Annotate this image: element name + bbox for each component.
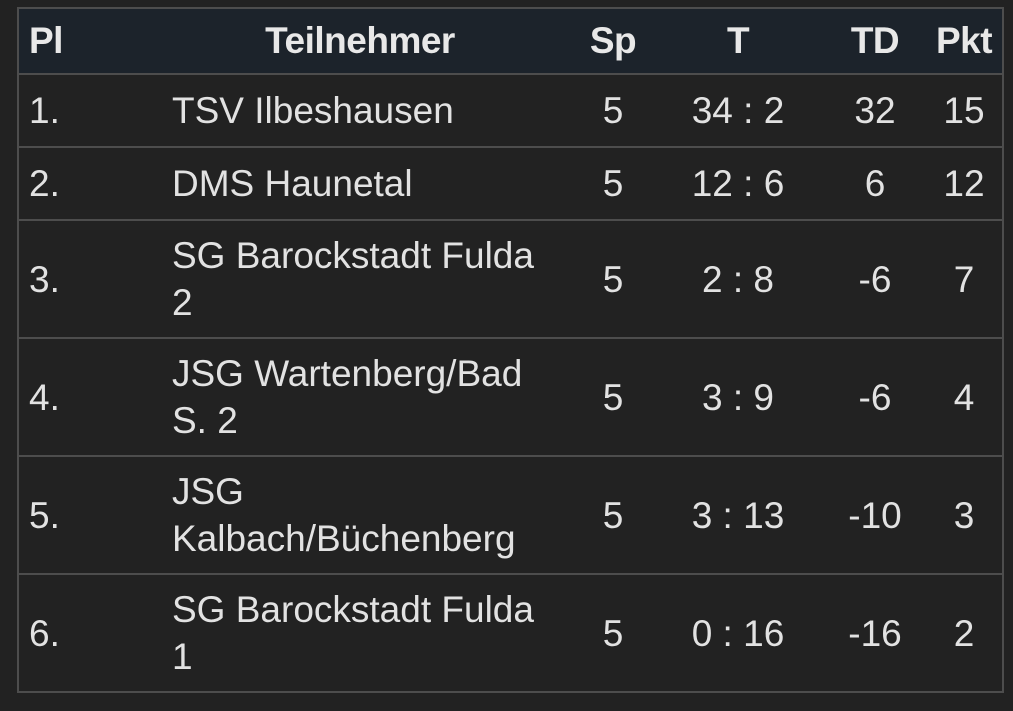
row-points: 12	[926, 146, 1003, 221]
row-games: 5	[574, 219, 652, 339]
header-games: Sp	[574, 7, 652, 75]
row-games: 5	[574, 337, 652, 457]
row-place: 2.	[18, 146, 146, 221]
row-goals: 12 : 6	[652, 146, 824, 221]
header-points: Pkt	[926, 7, 1003, 75]
row-goal-diff: -10	[824, 455, 926, 575]
row-goals: 0 : 16	[652, 573, 824, 693]
row-team: SG Barockstadt Fulda 1	[146, 573, 574, 693]
row-place: 1.	[18, 73, 146, 148]
header-goals: T	[652, 7, 824, 75]
header-place: Pl	[18, 7, 146, 75]
standings-table-container: Pl Teilnehmer Sp T TD Pkt 1. TSV Ilbesha…	[17, 7, 1004, 693]
row-points: 7	[926, 219, 1003, 339]
row-games: 5	[574, 146, 652, 221]
row-games: 5	[574, 455, 652, 575]
row-points: 15	[926, 73, 1003, 148]
standings-table: Pl Teilnehmer Sp T TD Pkt 1. TSV Ilbesha…	[17, 7, 1004, 693]
row-team: DMS Haunetal	[146, 146, 574, 221]
row-goal-diff: 32	[824, 73, 926, 148]
header-goal-diff: TD	[824, 7, 926, 75]
row-place: 4.	[18, 337, 146, 457]
header-team: Teilnehmer	[146, 7, 574, 75]
row-games: 5	[574, 73, 652, 148]
row-games: 5	[574, 573, 652, 693]
row-goals: 3 : 9	[652, 337, 824, 457]
table-row: 4. JSG Wartenberg/Bad S. 2 5 3 : 9 -6 4	[18, 337, 1003, 457]
row-points: 2	[926, 573, 1003, 693]
row-goals: 34 : 2	[652, 73, 824, 148]
row-goals: 2 : 8	[652, 219, 824, 339]
row-points: 3	[926, 455, 1003, 575]
row-points: 4	[926, 337, 1003, 457]
row-goal-diff: -6	[824, 337, 926, 457]
row-team: JSG Wartenberg/Bad S. 2	[146, 337, 574, 457]
table-row: 1. TSV Ilbeshausen 5 34 : 2 32 15	[18, 73, 1003, 148]
table-row: 5. JSG Kalbach/Büchenberg 5 3 : 13 -10 3	[18, 455, 1003, 575]
table-row: 6. SG Barockstadt Fulda 1 5 0 : 16 -16 2	[18, 573, 1003, 693]
row-goals: 3 : 13	[652, 455, 824, 575]
row-place: 3.	[18, 219, 146, 339]
row-goal-diff: 6	[824, 146, 926, 221]
table-row: 2. DMS Haunetal 5 12 : 6 6 12	[18, 146, 1003, 221]
row-goal-diff: -6	[824, 219, 926, 339]
row-place: 5.	[18, 455, 146, 575]
row-goal-diff: -16	[824, 573, 926, 693]
row-team: TSV Ilbeshausen	[146, 73, 574, 148]
table-header-row: Pl Teilnehmer Sp T TD Pkt	[18, 7, 1003, 75]
row-team: JSG Kalbach/Büchenberg	[146, 455, 574, 575]
row-place: 6.	[18, 573, 146, 693]
row-team: SG Barockstadt Fulda 2	[146, 219, 574, 339]
table-row: 3. SG Barockstadt Fulda 2 5 2 : 8 -6 7	[18, 219, 1003, 339]
